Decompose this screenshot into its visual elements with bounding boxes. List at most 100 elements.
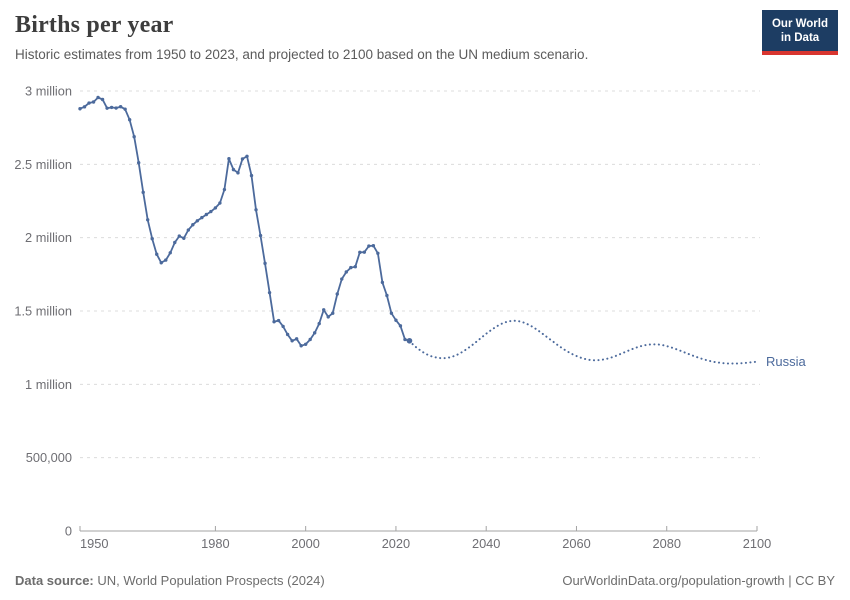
series-historic-marker [403, 337, 407, 342]
owid-logo-line2: in Data [780, 32, 820, 44]
series-historic-marker [150, 236, 154, 241]
series-historic-marker [340, 277, 344, 281]
series-historic-marker [227, 157, 231, 161]
series-historic-marker [322, 308, 326, 312]
footer-url-license[interactable]: OurWorldinData.org/population-growth | C… [562, 573, 835, 588]
series-historic-marker [240, 157, 245, 161]
series-historic-marker [204, 212, 209, 217]
y-tick-label: 1.5 million [14, 304, 72, 319]
series-historic-marker [394, 318, 398, 322]
series-historic-marker [245, 154, 249, 158]
y-tick-label: 3 million [25, 84, 72, 99]
series-historic-marker [109, 105, 114, 110]
series-historic-marker [123, 107, 127, 111]
series-historic-marker [272, 320, 276, 324]
series-historic-marker [78, 107, 82, 111]
x-tick-label: 2000 [291, 536, 319, 551]
chart-footer: Data source: UN, World Population Prospe… [15, 573, 835, 588]
x-tick-label: 1950 [80, 536, 108, 551]
series-historic-marker [218, 201, 222, 205]
series-historic-marker [362, 250, 367, 254]
series-historic-marker [96, 95, 100, 100]
chart-subtitle: Historic estimates from 1950 to 2023, an… [15, 47, 589, 62]
series-historic-marker [331, 311, 335, 315]
series-historic-marker [100, 97, 105, 102]
data-source-note: Data source: UN, World Population Prospe… [15, 573, 325, 588]
series-historic-marker [82, 105, 87, 109]
owid-logo-line1: Our World [771, 18, 828, 30]
series-historic-marker [168, 251, 172, 255]
series-historic-marker [200, 215, 204, 220]
series-historic-marker [191, 223, 195, 227]
series-historic-marker [114, 106, 118, 110]
y-tick-label: 2.5 million [14, 157, 72, 172]
y-tick-label: 1 million [25, 377, 72, 392]
x-tick-label: 2080 [652, 536, 680, 551]
series-historic-marker [258, 233, 263, 238]
series-historic-marker [353, 265, 358, 269]
series-historic-marker [91, 100, 96, 104]
series-historic-marker [276, 318, 281, 323]
series-historic-marker [335, 292, 339, 296]
series-historic-marker [303, 342, 308, 346]
series-historic-line [79, 96, 410, 347]
series-historic-marker [380, 280, 385, 285]
series-historic-marker [254, 208, 258, 212]
series-historic-marker [376, 251, 380, 256]
series-historic-marker [155, 252, 159, 256]
series-historic-marker [213, 206, 218, 210]
series-historic-marker [164, 258, 168, 262]
series-historic-marker [281, 324, 285, 329]
series-historic-marker [317, 321, 321, 326]
series-historic-marker [344, 270, 348, 274]
series-historic-marker [231, 167, 236, 172]
series-projection-line [408, 319, 758, 365]
series-historic-marker [222, 187, 227, 192]
series-historic-marker [249, 173, 254, 178]
series-historic-marker [173, 240, 177, 245]
series-historic-marker [195, 219, 200, 223]
series-historic-marker [285, 332, 290, 337]
series-historic-marker [127, 118, 132, 122]
series-historic-marker [294, 337, 299, 341]
x-tick-label: 2020 [382, 536, 410, 551]
series-historic-marker [326, 315, 330, 319]
series-historic-marker [398, 324, 403, 328]
x-tick-label: 2040 [472, 536, 500, 551]
series-historic-marker [141, 190, 145, 195]
series-historic-marker [118, 104, 123, 109]
series-historic-marker [87, 101, 91, 105]
series-historic-marker [182, 236, 186, 240]
series-historic-marker [186, 228, 191, 232]
series-historic-marker [136, 161, 141, 165]
series-historic-marker [389, 311, 394, 315]
series-historic-marker [308, 337, 312, 342]
y-tick-label: 2 million [25, 230, 72, 245]
y-tick-label: 500,000 [26, 450, 72, 465]
series-historic-marker [263, 261, 267, 266]
series-historic-marker [367, 244, 371, 248]
series-historic-marker [290, 339, 294, 343]
x-tick-label: 2060 [562, 536, 590, 551]
series-historic-marker [312, 331, 317, 335]
series-historic-marker [236, 171, 240, 175]
series-historic-marker [267, 290, 272, 295]
series-historic-marker [177, 234, 181, 238]
series-historic-marker [159, 261, 163, 265]
chart-header: Births per year Historic estimates from … [15, 12, 760, 62]
series-endpoint-marker [406, 337, 413, 344]
series-historic-marker [105, 106, 109, 110]
page-title: Births per year [15, 12, 174, 38]
series-historic-marker [209, 209, 213, 214]
series-historic-marker [358, 250, 362, 255]
owid-logo[interactable]: Our World in Data [762, 10, 838, 55]
entity-label[interactable]: Russia [766, 354, 807, 369]
series-historic-marker [299, 344, 303, 348]
data-source-value: UN, World Population Prospects (2024) [93, 573, 325, 588]
series-historic-marker [349, 265, 353, 270]
x-tick-label: 1980 [201, 536, 229, 551]
series-historic-marker [132, 135, 136, 139]
series-historic-marker [385, 293, 389, 298]
y-tick-label: 0 [65, 524, 72, 539]
